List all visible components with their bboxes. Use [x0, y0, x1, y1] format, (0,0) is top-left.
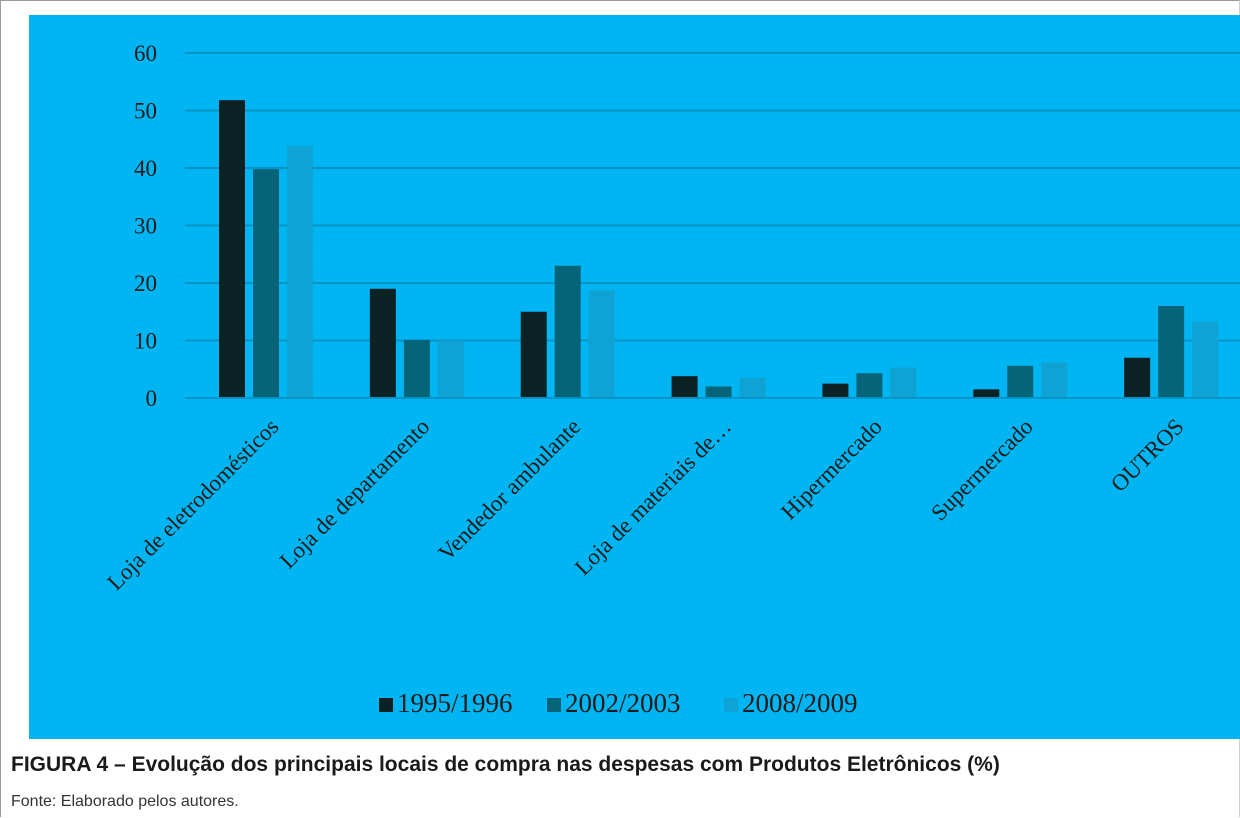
legend-swatch: [724, 698, 738, 712]
bar: [1158, 306, 1185, 398]
y-tick-label: 50: [134, 99, 157, 124]
figure-source: Fonte: Elaborado pelos autores.: [11, 793, 239, 810]
y-tick-label: 60: [134, 41, 157, 66]
bar: [253, 169, 279, 398]
bar: [1041, 362, 1068, 398]
bar: [739, 377, 766, 398]
bar: [856, 373, 883, 398]
bar: [822, 383, 849, 398]
bar: [219, 100, 245, 399]
legend-label: 1995/1996: [397, 688, 513, 718]
bar: [554, 265, 581, 398]
legend-label: 2002/2003: [565, 688, 681, 718]
legend-swatch: [547, 698, 561, 712]
bar: [1192, 321, 1219, 398]
bar-chart: 0 10 20 30 40 50 60 Loja de eletrodomésticos Loj…: [29, 15, 1240, 739]
bar: [1124, 357, 1151, 398]
y-tick-label: 20: [134, 271, 157, 296]
bar: [520, 311, 547, 398]
legend-label: 2008/2009: [742, 688, 858, 718]
bar: [671, 376, 698, 398]
bar: [369, 288, 396, 398]
figure-caption: FIGURA 4 – Evolução dos principais locai…: [11, 753, 1000, 776]
bar: [437, 340, 464, 398]
bar: [973, 389, 1000, 398]
bar: [403, 339, 430, 398]
y-tick-label: 0: [146, 386, 158, 411]
bar: [588, 290, 615, 398]
bar: [890, 367, 917, 398]
y-tick-label: 40: [134, 156, 157, 181]
bar: [705, 386, 732, 398]
y-tick-label: 10: [134, 329, 157, 354]
legend-swatch: [379, 698, 393, 712]
bar: [1007, 365, 1034, 398]
bar: [287, 146, 313, 398]
y-tick-label: 30: [134, 214, 157, 239]
